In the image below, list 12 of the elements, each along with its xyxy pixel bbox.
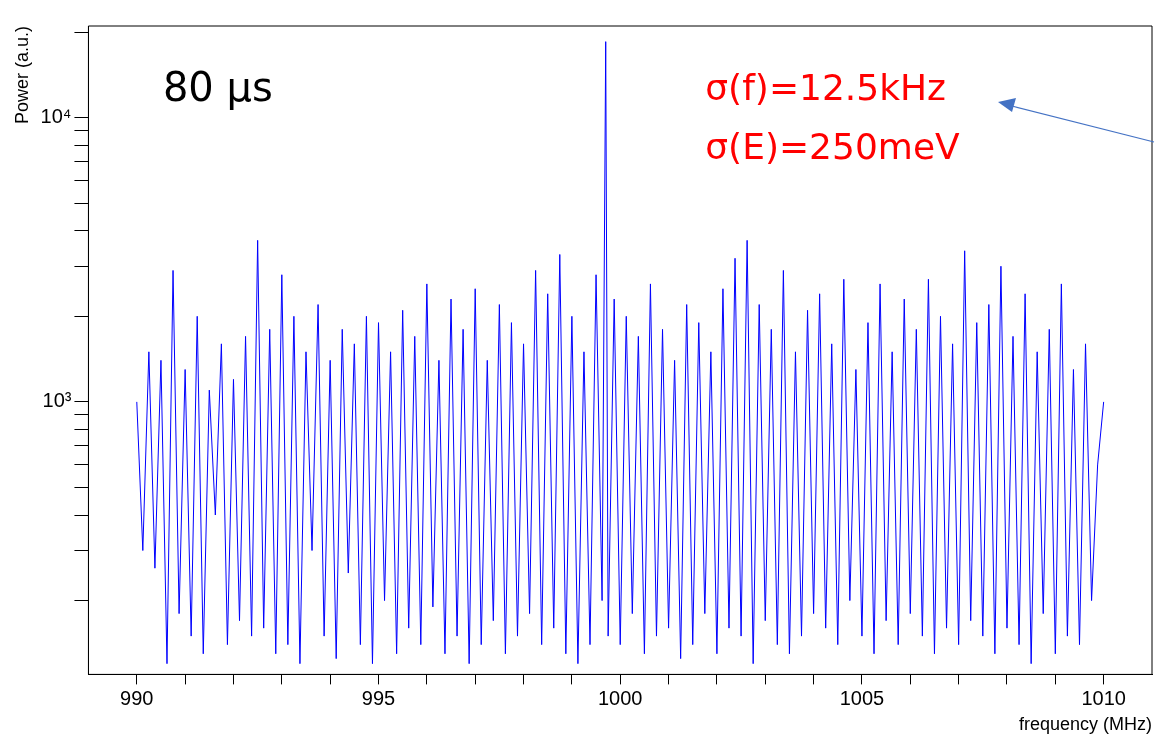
annotation: 80 μs (162, 64, 273, 111)
y-axis-title: Power (a.u.) (11, 26, 32, 125)
x-tick-label: 990 (120, 686, 154, 709)
x-tick-label: 1010 (1081, 686, 1126, 709)
x-axis-title: frequency (MHz) (1018, 714, 1152, 735)
y-tick-label: 10³ (42, 389, 72, 412)
x-tick-label: 995 (361, 686, 396, 709)
annotation: σ(E)=250meV (705, 125, 961, 167)
y-tick-label: 10⁴ (40, 105, 72, 128)
annotation: σ(f)=12.5kHz (705, 67, 947, 109)
x-tick-label: 1005 (839, 686, 885, 709)
x-tick-label: 1000 (597, 686, 643, 709)
